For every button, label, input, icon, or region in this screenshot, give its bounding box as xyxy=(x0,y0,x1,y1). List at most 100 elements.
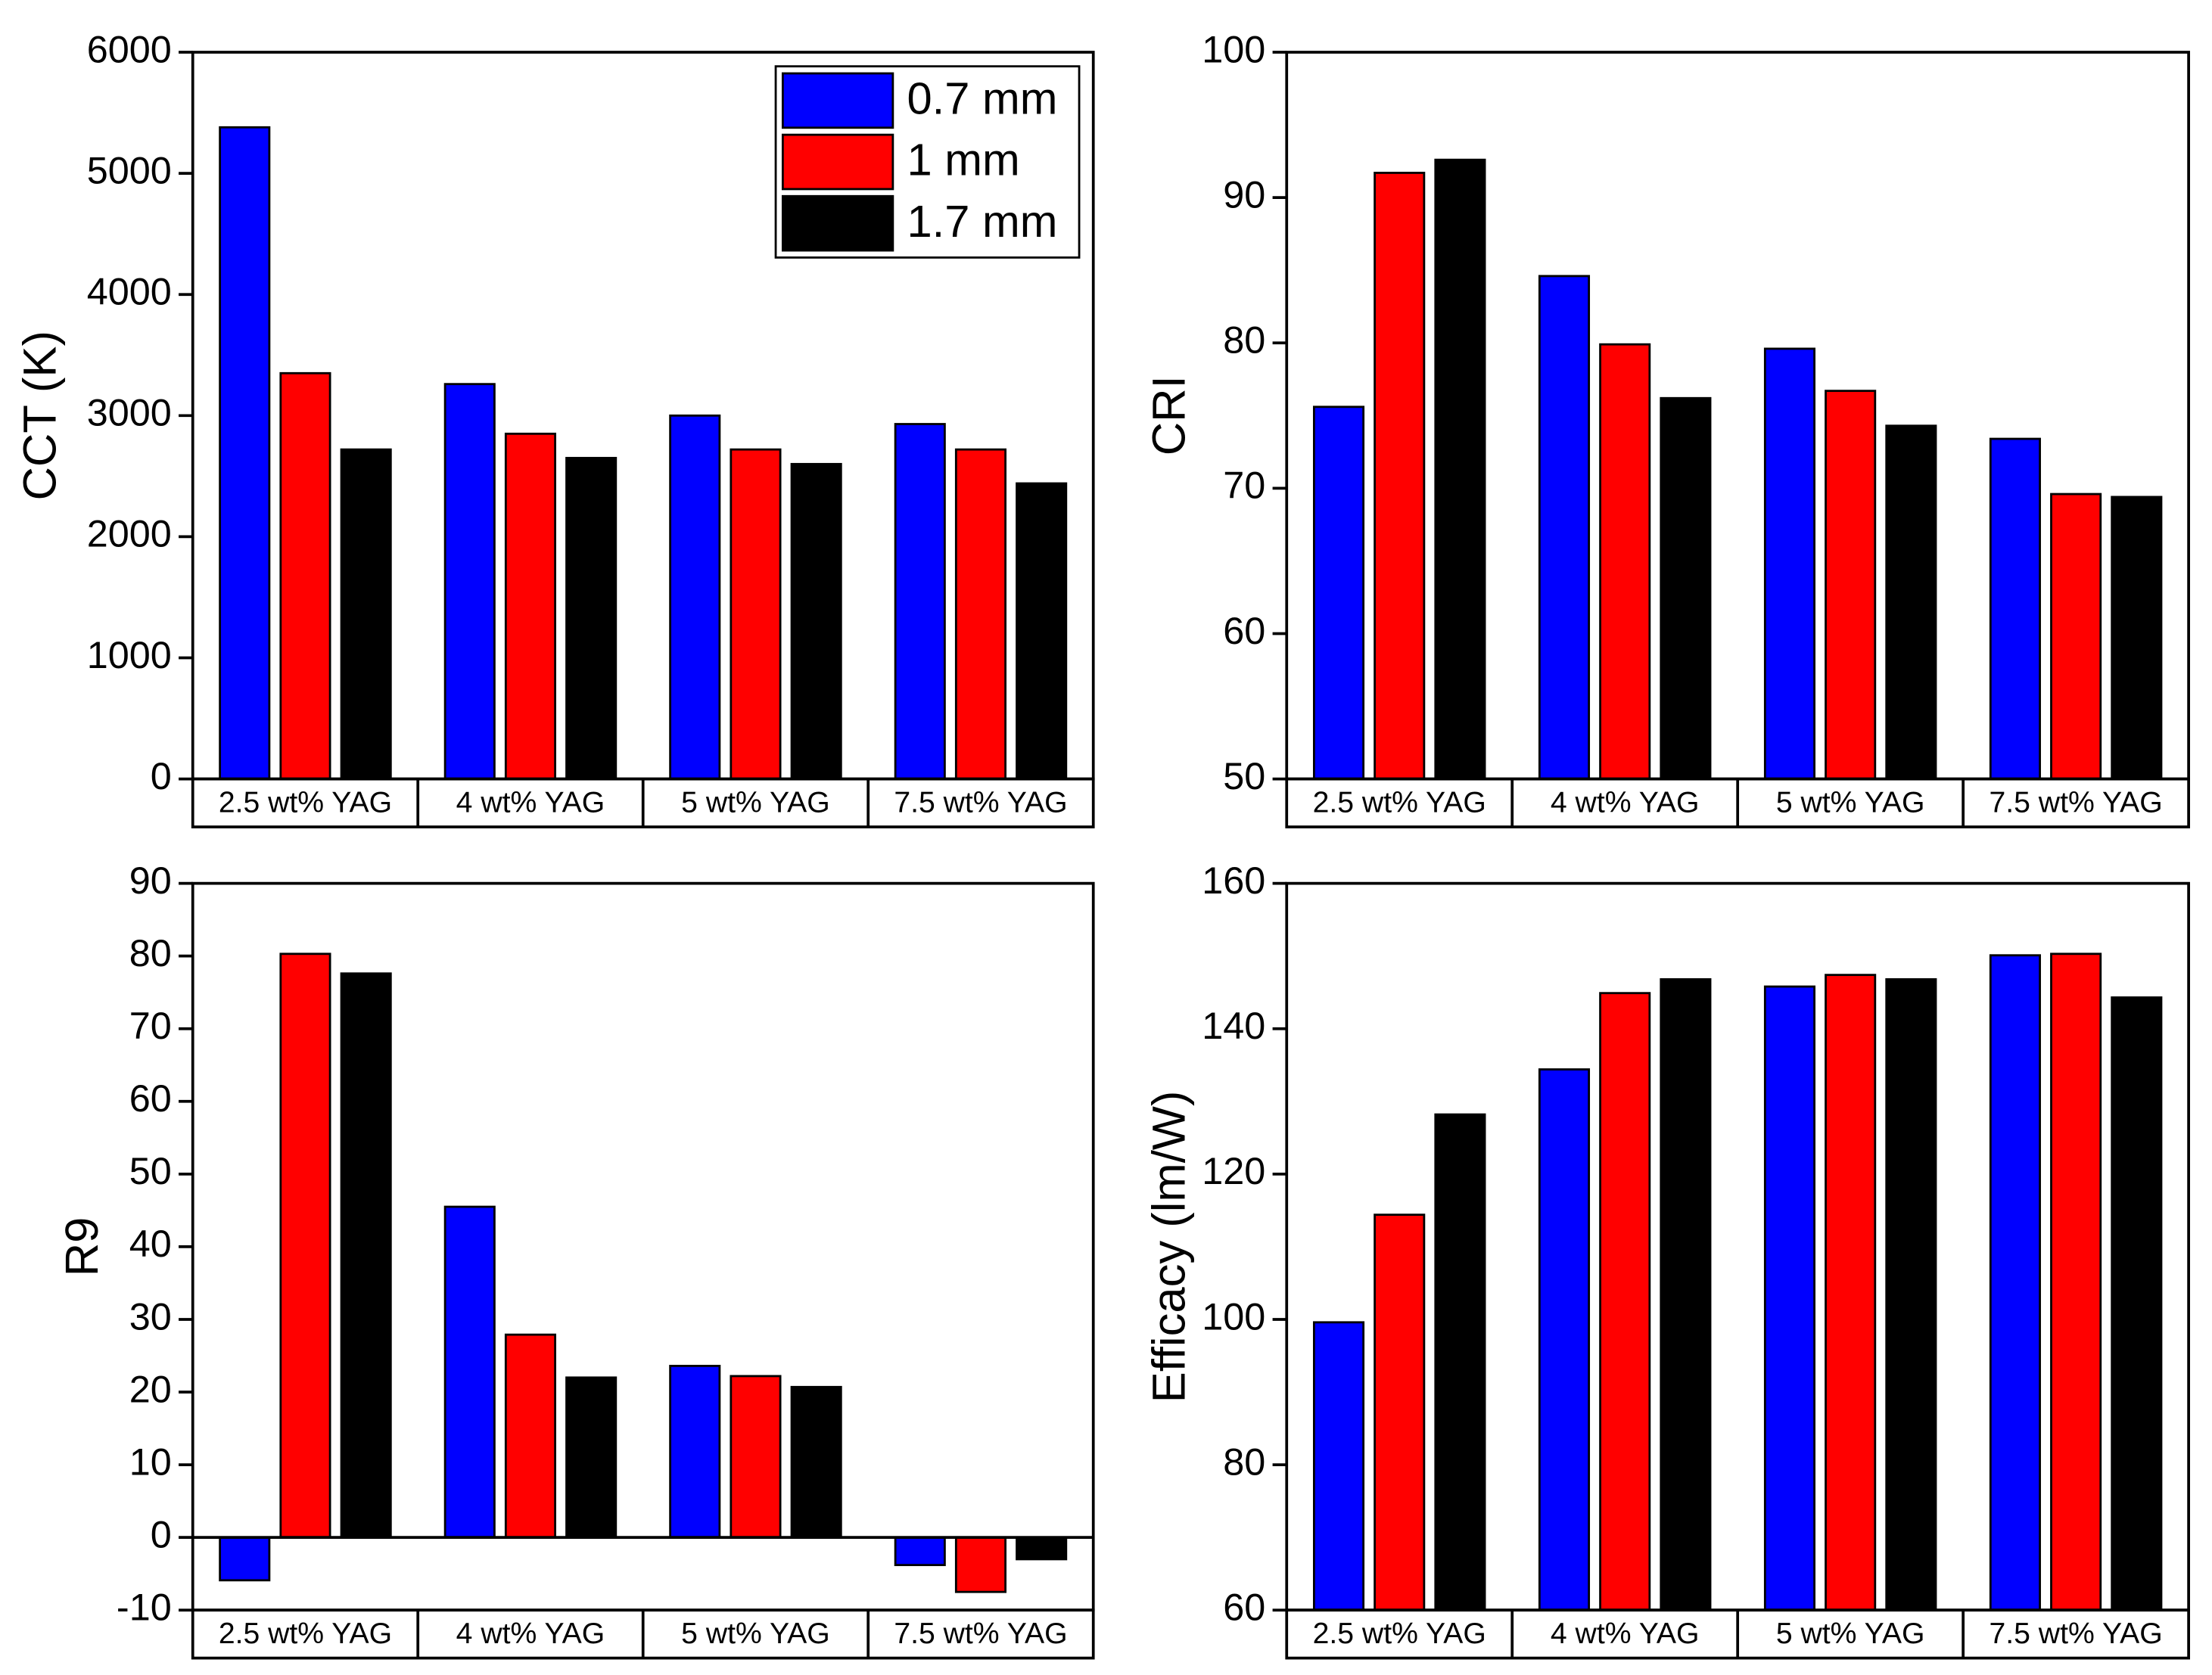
y-axis-label: R9 xyxy=(56,1217,108,1277)
bar xyxy=(219,126,271,780)
y-tick-label: 30 xyxy=(129,1294,172,1338)
legend-swatch xyxy=(781,133,894,191)
y-tick-label: 140 xyxy=(1202,1004,1265,1047)
bar xyxy=(1989,437,2041,780)
y-tick-label: 10 xyxy=(129,1440,172,1483)
bar xyxy=(340,972,392,1539)
bar xyxy=(1660,396,1712,780)
category-label: 4 wt% YAG xyxy=(456,787,605,819)
bar xyxy=(1538,1068,1591,1611)
y-tick-label: 60 xyxy=(129,1077,172,1120)
bar xyxy=(1885,978,1937,1611)
bar xyxy=(1538,275,1591,780)
y-tick-label: 0 xyxy=(151,1512,172,1555)
bar xyxy=(1825,390,1877,780)
bar xyxy=(1016,1536,1068,1561)
y-axis-label: CCT (K) xyxy=(14,331,66,501)
bar xyxy=(1660,978,1712,1611)
y-tick-label: 4000 xyxy=(87,270,172,313)
y-tick-label: 20 xyxy=(129,1367,172,1410)
category-label: 2.5 wt% YAG xyxy=(1313,787,1486,819)
y-tick-label: -10 xyxy=(117,1585,172,1628)
category-label: 2.5 wt% YAG xyxy=(1313,1618,1486,1650)
category-label: 7.5 wt% YAG xyxy=(894,1618,1067,1650)
category-label: 2.5 wt% YAG xyxy=(219,787,392,819)
y-tick-label: 80 xyxy=(129,931,172,974)
bar xyxy=(894,1536,946,1567)
bar xyxy=(219,1536,271,1582)
y-tick-label: 5000 xyxy=(87,148,172,191)
bar xyxy=(669,1365,721,1539)
bar xyxy=(1885,424,1937,780)
bar xyxy=(2050,493,2102,780)
legend-swatch xyxy=(781,194,894,252)
legend-label: 1.7 mm xyxy=(907,196,1058,247)
panel: 2.5 wt% YAG 4 wt% YAG 5 wt% YAG 7.5 wt% YAG… xyxy=(1143,27,2190,828)
y-tick-label: 90 xyxy=(1223,172,1265,216)
bar xyxy=(790,462,842,780)
y-tick-label: 2000 xyxy=(87,512,172,555)
bar xyxy=(340,448,392,780)
bar xyxy=(2111,996,2163,1611)
bar xyxy=(894,423,946,780)
y-tick-label: 70 xyxy=(129,1004,172,1047)
panel: 2.5 wt% YAG 4 wt% YAG 5 wt% YAG 7.5 wt% YAG… xyxy=(14,27,1095,828)
y-tick-label: 50 xyxy=(1223,754,1265,797)
category-label: 7.5 wt% YAG xyxy=(1990,1618,2163,1650)
bar xyxy=(669,414,721,780)
category-label: 7.5 wt% YAG xyxy=(894,787,1067,819)
y-tick-label: 120 xyxy=(1202,1149,1265,1192)
bar xyxy=(1825,974,1877,1611)
bar xyxy=(1989,954,2041,1611)
bar xyxy=(730,1375,782,1539)
bar xyxy=(1016,482,1068,780)
y-tick-label: 40 xyxy=(129,1222,172,1265)
bar xyxy=(1434,1113,1486,1611)
bar xyxy=(279,952,331,1539)
bar xyxy=(1599,992,1651,1611)
panel: 2.5 wt% YAG 4 wt% YAG 5 wt% YAG 7.5 wt% YAG… xyxy=(1143,859,2190,1660)
bar xyxy=(730,448,782,780)
bar xyxy=(1434,158,1486,780)
category-label: 4 wt% YAG xyxy=(456,1618,605,1650)
bar xyxy=(954,1536,1007,1593)
y-axis-label: Efficacy (lm/W) xyxy=(1143,1091,1195,1403)
y-tick-label: 60 xyxy=(1223,1585,1265,1628)
bar xyxy=(1763,985,1815,1611)
bar xyxy=(1374,1214,1426,1611)
panel: 2.5 wt% YAG 4 wt% YAG 5 wt% YAG 7.5 wt% YAG… xyxy=(56,859,1095,1660)
bar xyxy=(2111,496,2163,780)
y-tick-label: 90 xyxy=(129,859,172,902)
bar xyxy=(565,1376,618,1539)
y-tick-label: 50 xyxy=(129,1149,172,1192)
bar xyxy=(1312,1321,1365,1611)
bar xyxy=(565,456,618,780)
category-label: 5 wt% YAG xyxy=(681,787,830,819)
y-tick-label: 100 xyxy=(1202,1294,1265,1338)
y-tick-label: 80 xyxy=(1223,319,1265,362)
bar xyxy=(443,383,496,780)
category-label: 7.5 wt% YAG xyxy=(1990,787,2163,819)
legend-label: 0.7 mm xyxy=(907,73,1058,124)
y-tick-label: 70 xyxy=(1223,464,1265,507)
category-label: 4 wt% YAG xyxy=(1551,787,1700,819)
category-label: 5 wt% YAG xyxy=(681,1618,830,1650)
y-tick-label: 160 xyxy=(1202,859,1265,902)
bar xyxy=(504,1333,557,1539)
y-tick-label: 1000 xyxy=(87,633,172,676)
y-tick-label: 60 xyxy=(1223,609,1265,652)
bar xyxy=(1374,172,1426,780)
bar xyxy=(504,432,557,780)
legend-label: 1 mm xyxy=(907,135,1020,185)
bar xyxy=(1599,343,1651,780)
y-tick-label: 0 xyxy=(151,754,172,797)
bar xyxy=(790,1385,842,1539)
category-label: 4 wt% YAG xyxy=(1551,1618,1700,1650)
bar xyxy=(2050,952,2102,1611)
bar xyxy=(1312,406,1365,780)
category-label: 5 wt% YAG xyxy=(1776,1618,1925,1650)
bar xyxy=(954,448,1007,780)
category-label: 2.5 wt% YAG xyxy=(219,1618,392,1650)
y-axis-label: CRI xyxy=(1143,375,1195,455)
